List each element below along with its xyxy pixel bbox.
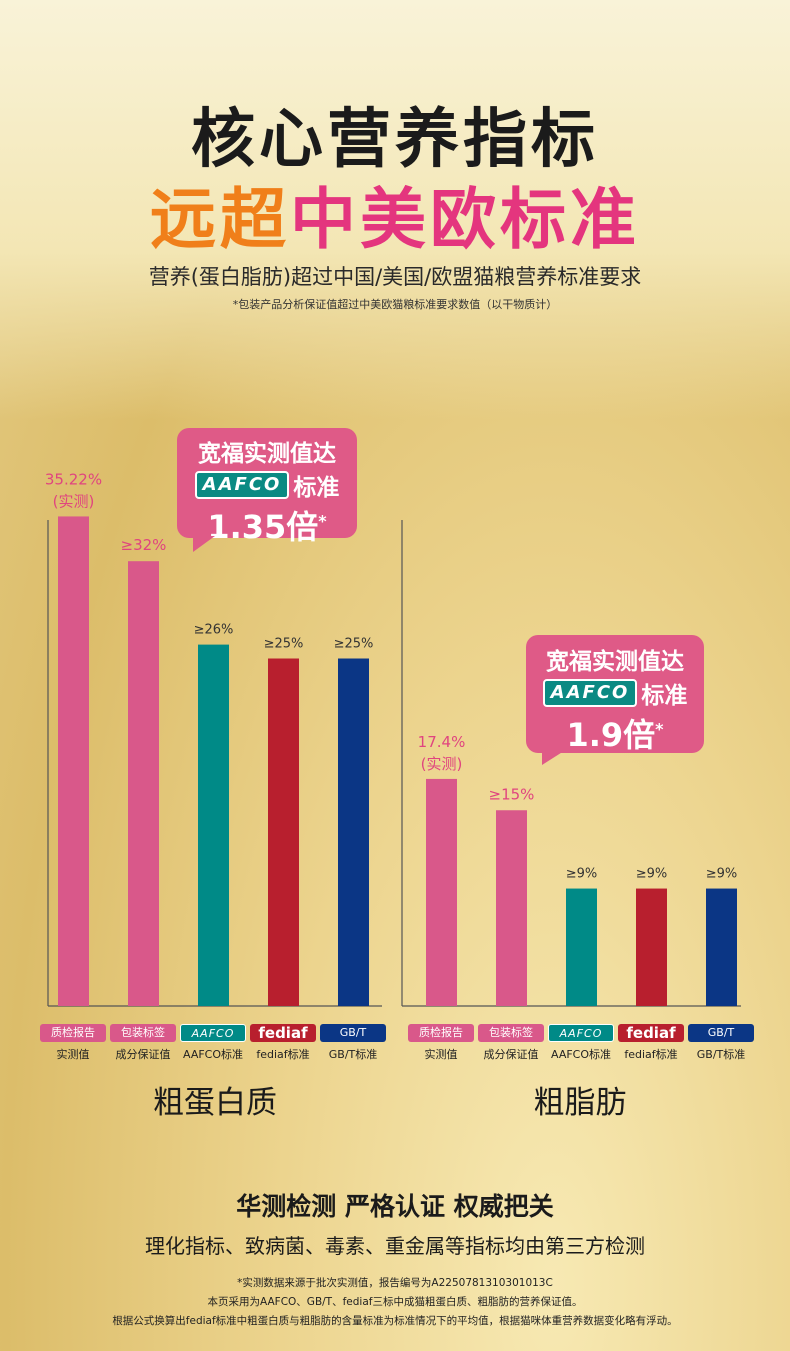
- data-label: ≥9%: [636, 867, 668, 882]
- callout-multiplier-value: 1.35倍: [207, 508, 319, 546]
- callout-line1: 宽福实测值达: [198, 441, 336, 467]
- callout-line2: AAFCO 标准: [526, 676, 704, 710]
- title-orange-text: 远超: [150, 181, 290, 258]
- data-label: 35.22%: [45, 470, 102, 488]
- bar: [496, 810, 527, 1006]
- protein-callout: 宽福实测值达 AAFCO 标准 1.35倍*: [177, 428, 357, 546]
- page-title: 核心营养指标: [191, 103, 599, 177]
- legend-caption: AAFCO标准: [550, 1048, 612, 1061]
- callout-line2: AAFCO 标准: [177, 468, 357, 502]
- bar: [566, 888, 597, 1006]
- footnote-3: 根据公式换算出fediaf标准中粗蛋白质与粗脂肪的含量标准为标准情况下的平均值，…: [112, 1315, 678, 1327]
- legend-badge: GB/T: [688, 1024, 754, 1042]
- title-pink-text: 中美欧标准: [290, 181, 640, 258]
- legend-caption: 成分保证值: [115, 1048, 171, 1061]
- aafco-logo: AAFCO: [542, 679, 638, 707]
- legend-caption: GB/T标准: [328, 1048, 378, 1061]
- legend-badge: 质检报告: [408, 1024, 474, 1042]
- bar: [198, 644, 229, 1006]
- legend-badge: AAFCO: [180, 1024, 246, 1042]
- data-label: ≥9%: [566, 867, 598, 882]
- data-label: ≥26%: [194, 623, 234, 638]
- footnote-1: *实测数据来源于批次实测值，报告编号为A2250781310301013C: [237, 1277, 553, 1289]
- legend-badge: GB/T: [320, 1024, 386, 1042]
- legend-badge: 包装标签: [110, 1024, 176, 1042]
- protein-group-title: 粗蛋白质: [153, 1085, 277, 1121]
- callout-line1: 宽福实测值达: [546, 649, 684, 675]
- bar: [706, 888, 737, 1006]
- footnote-2: 本页采用为AAFCO、GB/T、fediaf三标中成猫粗蛋白质、粗脂肪的营养保证…: [207, 1296, 583, 1308]
- callout-multiplier-value: 1.9倍: [566, 716, 656, 754]
- fat-group-title: 粗脂肪: [533, 1085, 627, 1121]
- legend-caption: fediaf标准: [624, 1048, 678, 1061]
- data-sublabel: (实测): [53, 492, 95, 510]
- legend-caption: 实测值: [424, 1048, 458, 1061]
- fat-callout-tail: [542, 751, 564, 765]
- subtitle-note: *包装产品分析保证值超过中美欧猫粮标准要求数值（以干物质计）: [232, 298, 558, 311]
- footer-headline: 华测检测 严格认证 权威把关: [236, 1192, 554, 1221]
- legend-badge: fediaf: [618, 1024, 684, 1042]
- bar: [268, 658, 299, 1006]
- legend-caption: GB/T标准: [696, 1048, 746, 1061]
- callout-standard-text: 标准: [293, 475, 340, 501]
- aafco-logo: AAFCO: [194, 471, 290, 499]
- footer-line: 理化指标、致病菌、毒素、重金属等指标均由第三方检测: [145, 1234, 645, 1258]
- callout-multiplier: 1.9倍*: [526, 710, 704, 756]
- data-label: 17.4%: [418, 733, 466, 751]
- legend-badge: 质检报告: [40, 1024, 106, 1042]
- legend-caption: 实测值: [56, 1048, 90, 1061]
- data-label: ≥9%: [706, 867, 738, 882]
- legend-badge: AAFCO: [548, 1024, 614, 1042]
- page-title-highlight: 远超中美欧标准: [0, 166, 790, 262]
- bar: [426, 778, 457, 1006]
- bar: [338, 658, 369, 1006]
- legend-caption: 成分保证值: [483, 1048, 539, 1061]
- callout-multiplier: 1.35倍*: [177, 502, 357, 548]
- callout-asterisk: *: [318, 511, 327, 531]
- legend-badge: fediaf: [250, 1024, 316, 1042]
- callout-standard-text: 标准: [641, 683, 688, 709]
- data-sublabel: (实测): [421, 755, 463, 773]
- data-label: ≥15%: [489, 785, 535, 803]
- data-label: ≥32%: [121, 536, 167, 554]
- bar: [128, 561, 159, 1006]
- data-label: ≥25%: [264, 637, 304, 652]
- fat-callout: 宽福实测值达 AAFCO 标准 1.9倍*: [526, 635, 704, 756]
- bar: [58, 516, 89, 1006]
- legend-caption: fediaf标准: [256, 1048, 310, 1061]
- protein-callout-tail: [193, 536, 215, 552]
- bar: [636, 888, 667, 1006]
- legend-badge: 包装标签: [478, 1024, 544, 1042]
- background-top: [0, 0, 790, 420]
- legend-caption: AAFCO标准: [182, 1048, 244, 1061]
- data-label: ≥25%: [334, 637, 374, 652]
- callout-asterisk: *: [655, 719, 664, 739]
- subtitle: 营养(蛋白脂肪)超过中国/美国/欧盟猫粮营养标准要求: [148, 265, 642, 289]
